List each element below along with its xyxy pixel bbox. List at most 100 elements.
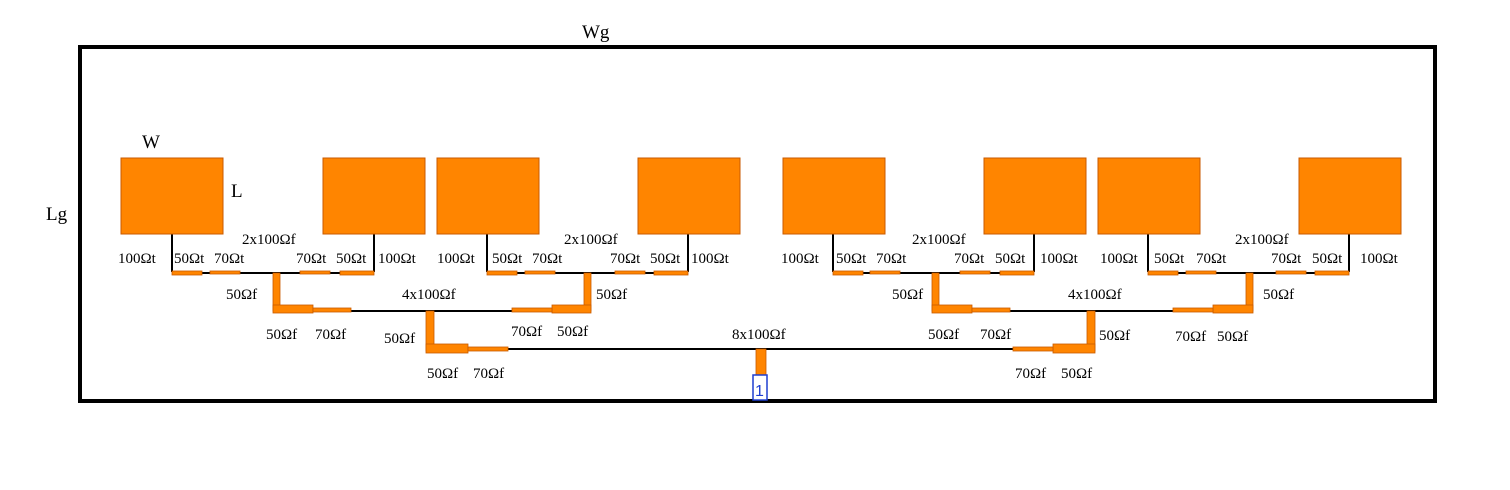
taper-segment <box>511 307 553 313</box>
patch-3 <box>436 157 540 235</box>
riser-foot <box>1212 304 1254 314</box>
taper-segment <box>614 270 646 275</box>
edge-label: 50Ωt <box>995 251 1026 267</box>
edge-label: 50Ωt <box>336 251 367 267</box>
taper-label: 50Ωf <box>557 324 588 340</box>
edge-label: 100Ωt <box>378 251 417 267</box>
taper-segment <box>869 270 901 275</box>
taper-segment <box>467 346 509 352</box>
taper-segment <box>832 270 864 276</box>
level2-riser-label: 50Ωf <box>1099 328 1130 344</box>
edge-label: 70Ωt <box>214 251 245 267</box>
taper-segment <box>971 307 1011 313</box>
edge-label: 70Ωt <box>610 251 641 267</box>
taper-label: 50Ωf <box>1217 329 1248 345</box>
riser-foot <box>272 304 314 314</box>
taper-segment <box>312 307 352 313</box>
patch-8 <box>1298 157 1402 235</box>
edge-label: 70Ωt <box>1196 251 1227 267</box>
riser-foot <box>931 304 973 314</box>
edge-label: 70Ωt <box>1271 251 1302 267</box>
riser-label: 50Ωf <box>892 287 923 303</box>
level2-taper-label: 70Ωf <box>1015 366 1046 382</box>
riser-foot <box>551 304 592 314</box>
edge-label: 70Ωt <box>876 251 907 267</box>
patch-4 <box>637 157 741 235</box>
taper-segment <box>339 270 375 276</box>
riser-foot <box>1052 343 1096 354</box>
edge-label: 50Ωt <box>492 251 523 267</box>
pair-label: 2x100Ωf <box>912 232 966 248</box>
edge-label: 50Ωt <box>650 251 681 267</box>
group-1-labels: 100Ωt 50Ωt 70Ωt 70Ωt 50Ωt 100Ωt 2x100Ωf … <box>118 232 730 343</box>
edge-label: 50Ωt <box>836 251 867 267</box>
upper-level-labels: 4x100Ωf 4x100Ωf 50Ωf 50Ωf 50Ωf 70Ωf 70Ωf… <box>384 287 1130 382</box>
ground-width-label: Wg <box>582 22 610 43</box>
port-box <box>752 374 768 401</box>
patch-1 <box>120 157 224 235</box>
level2-riser-label: 50Ωf <box>384 331 415 347</box>
port-label: 1 <box>755 383 764 400</box>
edge-label: 100Ωt <box>1100 251 1139 267</box>
patch-7 <box>1097 157 1201 235</box>
level2-taper-label: 70Ωf <box>473 366 504 382</box>
edge-label: 70Ωt <box>532 251 563 267</box>
patch-length-label: L <box>231 181 243 202</box>
edge-label: 100Ωt <box>781 251 820 267</box>
taper-segment <box>653 270 689 276</box>
taper-segment <box>486 270 518 276</box>
level2-taper-label: 50Ωf <box>427 366 458 382</box>
patch-width-label: W <box>142 132 160 153</box>
pair-label: 2x100Ωf <box>564 232 618 248</box>
edge-label: 70Ωt <box>296 251 327 267</box>
taper-segment <box>1172 307 1214 313</box>
riser-foot <box>425 343 469 354</box>
taper-segment <box>524 270 556 275</box>
edge-label: 100Ωt <box>1040 251 1079 267</box>
edge-label: 100Ωt <box>437 251 476 267</box>
ground-length-label: Lg <box>46 204 68 225</box>
central-feed <box>755 348 767 376</box>
taper-segment <box>209 270 241 275</box>
edge-label: 50Ωt <box>1154 251 1185 267</box>
edge-label: 50Ωt <box>1312 251 1343 267</box>
edge-label: 50Ωt <box>174 251 205 267</box>
taper-segment <box>299 270 331 275</box>
edge-label: 100Ωt <box>691 251 730 267</box>
taper-label: 50Ωf <box>928 327 959 343</box>
riser-label: 50Ωf <box>596 287 627 303</box>
taper-segment <box>1314 270 1350 276</box>
port: 1 <box>752 374 768 401</box>
level2-label: 4x100Ωf <box>402 287 456 303</box>
pair-label: 2x100Ωf <box>1235 232 1289 248</box>
level2-taper-label: 50Ωf <box>1061 366 1092 382</box>
taper-segment <box>959 270 991 275</box>
pair-label: 2x100Ωf <box>242 232 296 248</box>
patch-6 <box>983 157 1087 235</box>
taper-label: 70Ωf <box>511 324 542 340</box>
level3-label: 8x100Ωf <box>732 327 786 343</box>
edge-label: 100Ωt <box>118 251 157 267</box>
taper-label: 70Ωf <box>315 327 346 343</box>
level2-label: 4x100Ωf <box>1068 287 1122 303</box>
patch-5 <box>782 157 886 235</box>
taper-segment <box>1147 270 1179 276</box>
taper-segment <box>1012 346 1054 352</box>
taper-label: 50Ωf <box>266 327 297 343</box>
feed-tapers <box>171 270 1350 376</box>
taper-segment <box>1185 270 1217 275</box>
riser-label: 50Ωf <box>1263 287 1294 303</box>
patch-2 <box>322 157 426 235</box>
edge-label: 70Ωt <box>954 251 985 267</box>
riser-label: 50Ωf <box>226 287 257 303</box>
taper-segment <box>171 270 203 276</box>
group-2-labels: 100Ωt 50Ωt 70Ωt 70Ωt 50Ωt 100Ωt 2x100Ωf … <box>781 232 1399 345</box>
patches <box>120 157 1402 235</box>
taper-label: 70Ωf <box>1175 329 1206 345</box>
taper-segment <box>999 270 1035 276</box>
edge-label: 100Ωt <box>1360 251 1399 267</box>
taper-label: 70Ωf <box>980 327 1011 343</box>
taper-segment <box>1275 270 1307 275</box>
ground-plane-frame <box>78 45 1437 403</box>
